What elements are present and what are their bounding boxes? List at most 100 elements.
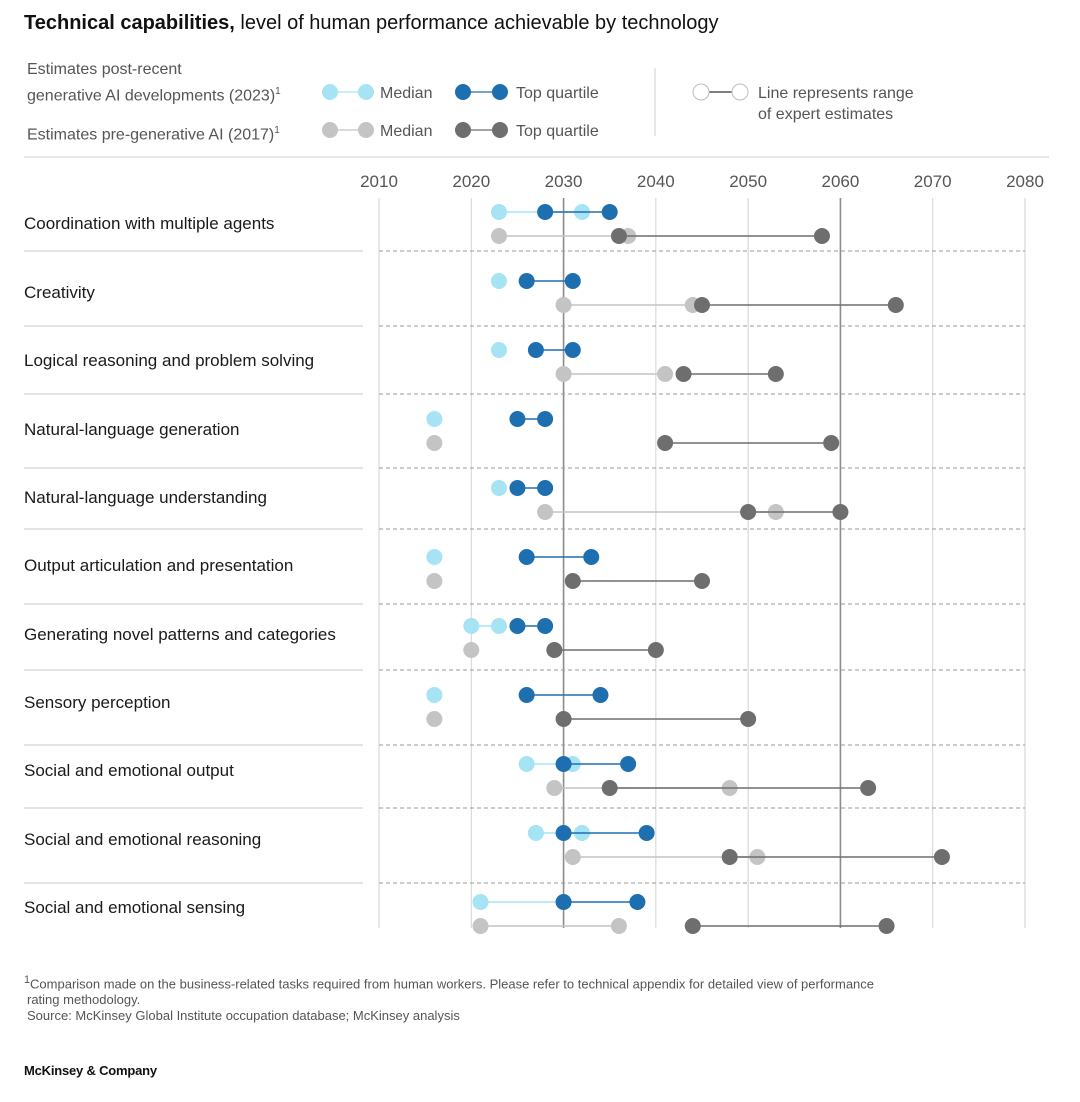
row-label: Coordination with multiple agents	[24, 214, 275, 233]
point-post-median-high-row7	[490, 618, 507, 634]
x-tick-label-2070: 2070	[913, 172, 952, 191]
point-post-top-high-row5	[537, 480, 554, 496]
point-post-top-low-row10	[555, 825, 572, 841]
point-post-median-low-row9	[518, 756, 535, 772]
legend-post-median-label: Median	[380, 85, 433, 102]
x-tick-label-2080: 2080	[1006, 172, 1044, 191]
point-post-median-low-row7	[463, 618, 480, 634]
row-label: Natural-language generation	[24, 420, 240, 439]
point-pre-top-high-row7	[647, 642, 664, 658]
legend-pre-median-marker-dot-right	[358, 122, 374, 138]
footnote-mark: 1	[275, 86, 281, 97]
row-label: Natural-language understanding	[24, 488, 267, 507]
point-post-top-high-row1	[601, 204, 618, 220]
footnote-mark: 1	[24, 974, 31, 986]
row-label: Output articulation and presentation	[24, 556, 294, 575]
point-pre-top-low-row9	[601, 780, 618, 796]
point-pre-top-high-row1	[813, 228, 830, 244]
x-tick-label-2030: 2030	[544, 172, 583, 191]
point-pre-median-low-row11	[472, 918, 489, 934]
point-pre-top-low-row10	[721, 849, 738, 865]
legend-post-median-marker-dot-right	[358, 84, 374, 100]
point-pre-median-high-row11	[610, 918, 627, 934]
row-label: Social and emotional reasoning	[24, 830, 262, 849]
point-post-top-high-row2	[564, 273, 581, 289]
legend-pre-label: Estimates pre-generative AI (2017)1	[27, 120, 280, 145]
footnote-line2: rating methodology.	[27, 992, 141, 1008]
x-tick-label-2060: 2060	[821, 172, 860, 191]
point-pre-top-high-row2	[887, 297, 904, 313]
legend-post-top-marker-dot-left	[455, 84, 471, 100]
point-post-top-low-row7	[509, 618, 526, 634]
point-post-top-low-row3	[527, 342, 544, 358]
point-post-median-low-row4	[426, 411, 443, 427]
point-post-top-high-row9	[620, 756, 637, 772]
legend-pre-top-marker-dot-right	[492, 122, 508, 138]
point-pre-top-low-row4	[657, 435, 674, 451]
point-post-top-low-row2	[518, 273, 535, 289]
point-pre-median-low-row8	[426, 711, 443, 727]
point-pre-median-low-row3	[555, 366, 572, 382]
point-post-top-low-row5	[509, 480, 526, 496]
point-pre-top-low-row1	[610, 228, 627, 244]
legend-post-top-marker-dot-right	[492, 84, 508, 100]
legend-pre-median-label: Median	[380, 123, 433, 140]
point-post-median-low-row10	[527, 825, 544, 841]
row-label: Sensory perception	[24, 693, 171, 712]
point-pre-median-low-row9	[546, 780, 563, 796]
point-post-top-low-row11	[555, 894, 572, 910]
legend-range-line2: of expert estimates	[758, 106, 894, 123]
footnote-source: Source: McKinsey Global Institute occupa…	[27, 1008, 460, 1024]
x-tick-label-2050: 2050	[729, 172, 768, 191]
point-pre-top-low-row8	[555, 711, 572, 727]
point-post-median-low-row11	[472, 894, 489, 910]
point-pre-median-low-row1	[490, 228, 507, 244]
point-post-top-low-row8	[518, 687, 535, 703]
point-pre-median-low-row2	[555, 297, 572, 313]
legend-range-marker-left	[692, 83, 710, 101]
point-pre-top-low-row5	[740, 504, 757, 520]
point-post-top-low-row6	[518, 549, 535, 565]
point-pre-median-low-row10	[564, 849, 581, 865]
point-post-top-high-row6	[583, 549, 600, 565]
point-pre-top-high-row3	[767, 366, 784, 382]
chart-title-bold: Technical capabilities,	[24, 12, 235, 34]
chart-title-rest: level of human performance achievable by…	[234, 12, 719, 34]
point-post-top-high-row4	[537, 411, 554, 427]
point-pre-top-high-row8	[740, 711, 757, 727]
legend-pre-top-marker-dot-left	[455, 122, 471, 138]
point-pre-top-high-row9	[860, 780, 877, 796]
point-post-top-high-row8	[592, 687, 609, 703]
point-post-median-low-row5	[490, 480, 507, 496]
row-label: Creativity	[24, 283, 95, 302]
point-post-top-high-row3	[564, 342, 581, 358]
legend-post-label-text: generative AI developments (2023)	[27, 87, 276, 105]
legend-post-top-label: Top quartile	[516, 85, 599, 102]
legend-post-median-marker-dot-left	[322, 84, 338, 100]
point-pre-top-high-row11	[878, 918, 895, 934]
point-pre-median-high-row3	[657, 366, 674, 382]
point-pre-top-high-row4	[823, 435, 840, 451]
point-post-median-low-row8	[426, 687, 443, 703]
point-post-median-low-row3	[490, 342, 507, 358]
row-label: Generating novel patterns and categories	[24, 625, 336, 644]
footnote-mark: 1	[274, 125, 280, 136]
point-post-median-low-row2	[490, 273, 507, 289]
footnote: 1Comparison made on the business-related…	[24, 972, 984, 1024]
chart-title: Technical capabilities, level of human p…	[24, 12, 718, 35]
point-pre-top-low-row6	[564, 573, 581, 589]
legend-range-line1: Line represents range	[758, 85, 914, 102]
point-post-median-low-row6	[426, 549, 443, 565]
x-tick-label-2020: 2020	[452, 172, 491, 191]
point-post-top-high-row7	[537, 618, 554, 634]
footnote-line1: 1Comparison made on the business-related…	[24, 972, 984, 992]
legend-post-label-line1: Estimates post-recent	[27, 61, 182, 78]
legend-post-label-line2: generative AI developments (2023)1	[27, 81, 281, 106]
point-pre-median-low-row5	[537, 504, 554, 520]
point-pre-top-high-row5	[832, 504, 849, 520]
legend-pre-median-marker-dot-left	[322, 122, 338, 138]
legend-pre-label-text: Estimates pre-generative AI (2017)	[27, 126, 275, 144]
point-post-top-low-row1	[537, 204, 554, 220]
point-pre-median-low-row7	[463, 642, 480, 658]
